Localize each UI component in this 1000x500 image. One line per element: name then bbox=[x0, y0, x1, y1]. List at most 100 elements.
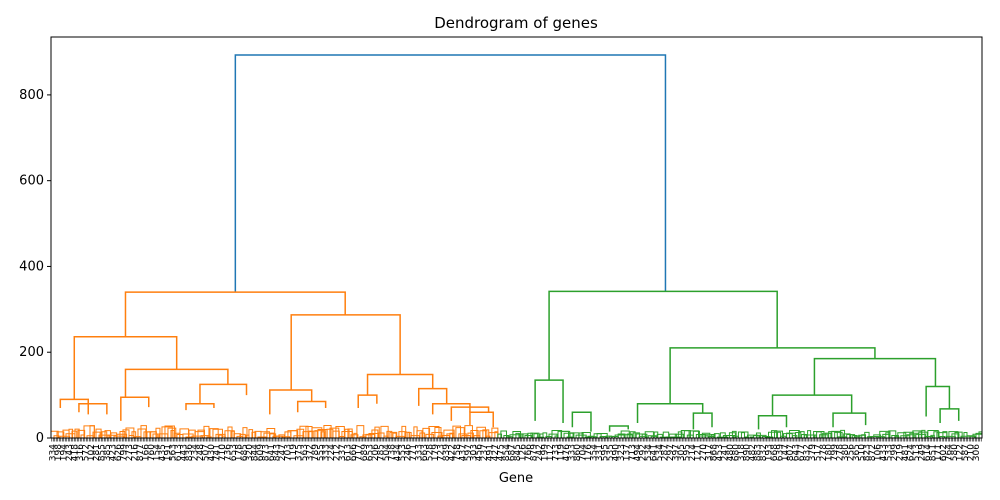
leaf-label: 119 bbox=[557, 444, 567, 461]
leaf-link-cluster_1-64 bbox=[242, 427, 248, 438]
leaf-link-cluster_1-3 bbox=[59, 435, 71, 438]
leaf-link-cluster_2-103 bbox=[807, 430, 812, 438]
leaf-label: 807 bbox=[786, 444, 796, 461]
leaf-link-cluster_2-49 bbox=[644, 431, 654, 438]
leaf-label: 624 bbox=[906, 444, 916, 461]
dendrogram-link-cluster_1-3 bbox=[290, 314, 401, 390]
leaf-link-cluster_2-126 bbox=[876, 436, 885, 438]
leaf-label: 126 bbox=[518, 444, 528, 461]
leaf-link-cluster_1-66 bbox=[248, 429, 254, 438]
leaf-label: 154 bbox=[152, 444, 162, 461]
leaf-link-cluster_1-133 bbox=[449, 432, 455, 438]
leaf-label: 306 bbox=[972, 444, 982, 461]
leaf-link-cluster_2-52 bbox=[653, 431, 659, 438]
leaf-label: 613 bbox=[174, 444, 184, 461]
leaf-link-cluster_2-76 bbox=[725, 434, 736, 438]
leaf-label: 214 bbox=[688, 444, 698, 461]
leaf-label: 317 bbox=[704, 444, 714, 461]
leaf-link-cluster_2-137 bbox=[909, 432, 919, 438]
leaf-link-cluster_1-130 bbox=[440, 435, 450, 438]
leaf-label: 872 bbox=[868, 444, 878, 461]
dendrogram-link-cluster_2-30 bbox=[939, 408, 960, 423]
y-tick-label: 200 bbox=[19, 345, 44, 360]
leaf-label: 273 bbox=[125, 444, 135, 461]
leaf-label: 206 bbox=[371, 444, 381, 461]
leaf-link-cluster_2-145 bbox=[933, 431, 940, 438]
leaf-link-cluster_1-54 bbox=[212, 428, 223, 438]
leaf-link-cluster_2-55 bbox=[662, 431, 670, 438]
leaf-label: 666 bbox=[349, 444, 359, 461]
leaf-label: 372 bbox=[305, 444, 315, 461]
leaf-label: 224 bbox=[327, 444, 337, 461]
leaf-label: 234 bbox=[191, 444, 201, 461]
leaf-link-cluster_1-27 bbox=[131, 431, 137, 438]
dendrogram-link-cluster_1-2 bbox=[73, 336, 178, 400]
dendrogram-link-cluster_1-10 bbox=[269, 389, 313, 415]
leaf-label: 166 bbox=[141, 444, 151, 461]
dendrogram-link-cluster_1-16 bbox=[450, 406, 490, 421]
leaf-label: 179 bbox=[431, 444, 441, 461]
leaf-link-cluster_1-90 bbox=[320, 431, 325, 438]
dendrogram-link-cluster_1-13 bbox=[357, 394, 378, 408]
leaf-label: 597 bbox=[464, 444, 474, 461]
leaf-link-cluster_1-59 bbox=[227, 426, 233, 438]
leaf-link-cluster_2-35 bbox=[602, 436, 608, 438]
leaf-link-cluster_1-8 bbox=[74, 428, 80, 438]
leaf-link-cluster_2-45 bbox=[632, 432, 640, 438]
leaf-label: 375 bbox=[294, 444, 304, 461]
leaf-link-cluster_2-102 bbox=[804, 434, 816, 438]
leaf-link-cluster_2-139 bbox=[915, 433, 926, 438]
leaf-label: 741 bbox=[212, 444, 222, 461]
leaf-label: 836 bbox=[185, 444, 195, 461]
leaf-label: 595 bbox=[600, 444, 610, 461]
leaf-link-cluster_2-156 bbox=[966, 435, 976, 438]
leaf-label: 481 bbox=[901, 444, 911, 461]
leaf-link-cluster_1-112 bbox=[386, 430, 393, 438]
leaf-label: 733 bbox=[551, 444, 561, 461]
plot-frame bbox=[50, 36, 983, 439]
leaf-label: 491 bbox=[486, 444, 496, 461]
leaf-label: 297 bbox=[666, 444, 676, 461]
leaf-label: 354 bbox=[590, 444, 600, 461]
leaf-link-cluster_1-9 bbox=[77, 429, 86, 438]
leaf-label: 587 bbox=[961, 444, 971, 461]
leaf-link-cluster_1-72 bbox=[266, 428, 276, 438]
leaf-link-cluster_2-44 bbox=[629, 431, 636, 438]
leaf-label: 287 bbox=[661, 444, 671, 461]
dendrogram-link-cluster_1-9 bbox=[120, 396, 150, 421]
leaf-link-cluster_2-48 bbox=[641, 433, 648, 438]
leaf-link-cluster_1-52 bbox=[206, 436, 212, 438]
leaf-link-cluster_1-71 bbox=[263, 432, 275, 438]
leaf-link-cluster_1-125 bbox=[425, 433, 435, 438]
leaf-link-cluster_2-130 bbox=[888, 430, 897, 438]
leaf-label: 799 bbox=[120, 444, 130, 461]
leaf-link-cluster_2-31 bbox=[590, 436, 597, 438]
leaf-link-cluster_1-53 bbox=[209, 428, 219, 438]
leaf-link-cluster_1-91 bbox=[323, 424, 332, 438]
leaf-label: 299 bbox=[890, 444, 900, 461]
leaf-label: 873 bbox=[262, 444, 272, 461]
leaf-label: 210 bbox=[967, 444, 977, 461]
leaf-label: 318 bbox=[737, 444, 747, 461]
leaf-label: 418 bbox=[70, 444, 80, 461]
leaf-link-cluster_2-92 bbox=[774, 430, 784, 438]
leaf-link-cluster_1-110 bbox=[380, 425, 389, 438]
leaf-label: 147 bbox=[781, 444, 791, 461]
leaf-label: 823 bbox=[863, 444, 873, 461]
leaf-link-cluster_2-71 bbox=[710, 434, 716, 438]
leaf-link-cluster_1-135 bbox=[455, 427, 465, 438]
dendrogram-link-cluster_1-17 bbox=[469, 411, 494, 428]
leaf-label: 198 bbox=[54, 444, 64, 461]
leaf-label: 119 bbox=[289, 444, 299, 461]
leaf-link-cluster_2-12 bbox=[533, 433, 539, 438]
dendrogram-link-cluster_2-25 bbox=[571, 411, 592, 432]
leaf-label: 121 bbox=[693, 444, 703, 461]
leaf-link-cluster_2-121 bbox=[861, 434, 867, 438]
leaf-link-cluster_1-18 bbox=[104, 430, 111, 438]
leaf-label: 563 bbox=[300, 444, 310, 461]
leaf-label: 365 bbox=[852, 444, 862, 461]
dendrogram-link-cluster_1-12 bbox=[366, 373, 434, 396]
leaf-label: 270 bbox=[699, 444, 709, 461]
leaf-label: 789 bbox=[311, 444, 321, 461]
leaf-link-cluster_2-141 bbox=[921, 429, 926, 438]
